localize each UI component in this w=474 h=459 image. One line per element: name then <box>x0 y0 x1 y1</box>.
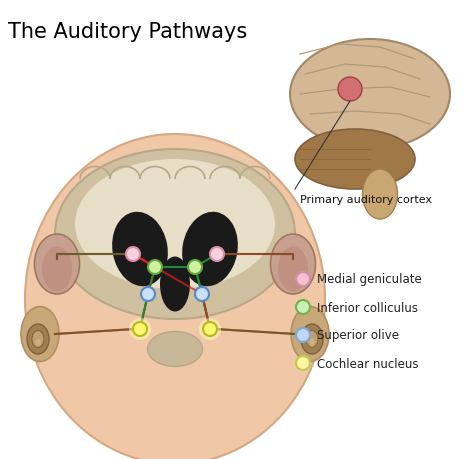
Ellipse shape <box>363 170 398 219</box>
Ellipse shape <box>295 130 415 190</box>
Ellipse shape <box>130 404 220 454</box>
Ellipse shape <box>55 150 295 319</box>
Circle shape <box>296 356 310 370</box>
Circle shape <box>199 318 221 340</box>
Circle shape <box>296 272 310 286</box>
Ellipse shape <box>35 235 80 294</box>
Ellipse shape <box>112 213 168 286</box>
Circle shape <box>296 328 310 342</box>
Circle shape <box>203 322 217 336</box>
Ellipse shape <box>32 331 44 348</box>
Circle shape <box>210 247 224 262</box>
Text: Inferior colliculus: Inferior colliculus <box>317 301 418 314</box>
Circle shape <box>133 322 147 336</box>
Ellipse shape <box>75 160 275 289</box>
Ellipse shape <box>306 331 318 348</box>
Ellipse shape <box>42 247 72 292</box>
Circle shape <box>338 78 362 102</box>
Text: The Auditory Pathways: The Auditory Pathways <box>8 22 247 42</box>
Ellipse shape <box>271 235 316 294</box>
Circle shape <box>126 247 140 262</box>
Circle shape <box>296 300 310 314</box>
Ellipse shape <box>301 325 323 354</box>
Ellipse shape <box>147 332 202 367</box>
Circle shape <box>188 260 202 274</box>
Circle shape <box>129 318 151 340</box>
Circle shape <box>195 287 209 302</box>
Ellipse shape <box>160 257 190 312</box>
Ellipse shape <box>36 339 40 346</box>
Ellipse shape <box>310 339 315 346</box>
Ellipse shape <box>278 247 308 292</box>
Ellipse shape <box>27 325 49 354</box>
Text: Superior olive: Superior olive <box>317 329 399 342</box>
Text: Medial geniculate: Medial geniculate <box>317 273 422 286</box>
Circle shape <box>141 287 155 302</box>
Ellipse shape <box>290 40 450 150</box>
Ellipse shape <box>21 307 59 362</box>
Ellipse shape <box>182 213 238 286</box>
Ellipse shape <box>291 307 329 362</box>
Ellipse shape <box>25 134 325 459</box>
Text: Cochlear nucleus: Cochlear nucleus <box>317 357 419 369</box>
Text: Primary auditory cortex: Primary auditory cortex <box>300 195 432 205</box>
Circle shape <box>148 260 162 274</box>
